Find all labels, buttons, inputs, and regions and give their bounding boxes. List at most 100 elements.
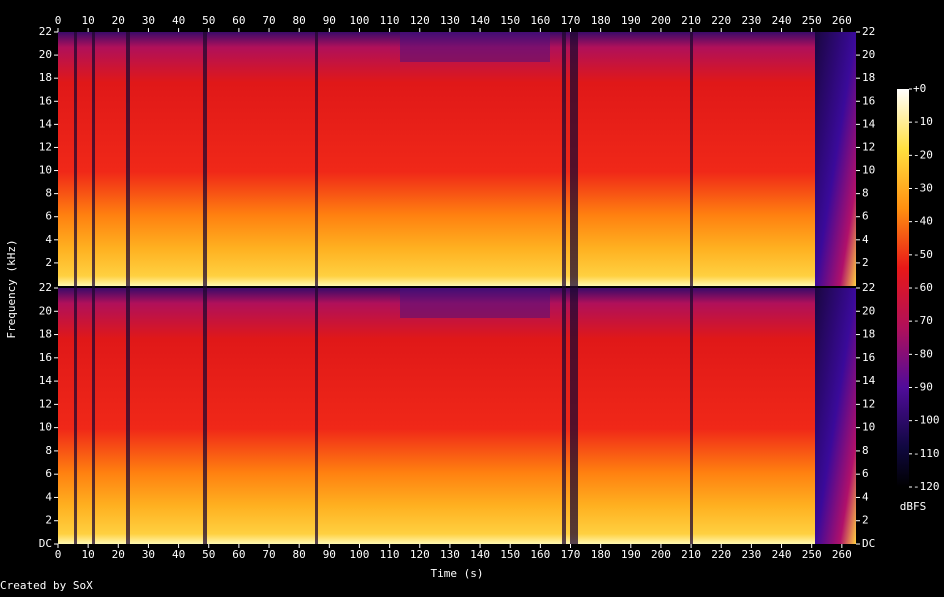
x-tick-label: 160 bbox=[530, 548, 550, 561]
x-tick-label: 240 bbox=[772, 14, 792, 27]
y-tick-label: 16 bbox=[39, 351, 52, 364]
spectrogram-panels bbox=[58, 32, 856, 544]
y-tick-label: 4 bbox=[45, 233, 52, 246]
colorbar-tick-label: -20 bbox=[913, 148, 933, 161]
x-tick-label: 250 bbox=[802, 548, 822, 561]
colorbar-tick-label: -110 bbox=[913, 447, 940, 460]
y-tick-label: 20 bbox=[39, 304, 52, 317]
colorbar-tick-label: -100 bbox=[913, 414, 940, 427]
y-tick-label: 22 bbox=[39, 25, 52, 38]
y-tick-label: DC bbox=[39, 537, 52, 550]
y-tick-label: 18 bbox=[862, 328, 875, 341]
x-tick-label: 120 bbox=[410, 548, 430, 561]
x-tick-label: 210 bbox=[681, 548, 701, 561]
y-tick-label: 20 bbox=[862, 48, 875, 61]
x-tick-label: 170 bbox=[561, 14, 581, 27]
y-tick-label: 12 bbox=[862, 397, 875, 410]
y-tick-label: 4 bbox=[862, 490, 869, 503]
y-tick-label: 6 bbox=[45, 210, 52, 223]
x-tick-label: 260 bbox=[832, 548, 852, 561]
x-tick-label: 110 bbox=[380, 14, 400, 27]
x-tick-label: 220 bbox=[711, 548, 731, 561]
x-tick-label: 50 bbox=[202, 548, 215, 561]
x-tick-label: 240 bbox=[772, 548, 792, 561]
x-axis-label: Time (s) bbox=[431, 567, 484, 580]
x-tick-label: 110 bbox=[380, 548, 400, 561]
y-tick-label: 18 bbox=[39, 71, 52, 84]
colorbar-tick-label: -90 bbox=[913, 381, 933, 394]
y-tick-label: 22 bbox=[862, 281, 875, 294]
y-tick-label: 2 bbox=[862, 256, 869, 269]
x-tick-label: 130 bbox=[440, 14, 460, 27]
x-tick-label: 210 bbox=[681, 14, 701, 27]
colorbar bbox=[897, 89, 909, 487]
spectrogram-image bbox=[58, 288, 815, 544]
spectrogram-image bbox=[815, 32, 856, 286]
x-tick-label: 50 bbox=[202, 14, 215, 27]
y-tick-label: 22 bbox=[862, 25, 875, 38]
x-tick-label: 40 bbox=[172, 14, 185, 27]
colorbar-tick-label: -120 bbox=[913, 480, 940, 493]
x-tick-label: 160 bbox=[530, 14, 550, 27]
y-tick-label: 20 bbox=[39, 48, 52, 61]
colorbar-tick-label: -60 bbox=[913, 281, 933, 294]
y-tick-label: 10 bbox=[862, 421, 875, 434]
y-tick-label: 8 bbox=[45, 187, 52, 200]
y-tick-label: 16 bbox=[862, 351, 875, 364]
y-tick-label: 12 bbox=[39, 140, 52, 153]
colorbar-tick-label: -80 bbox=[913, 347, 933, 360]
y-tick-label: 2 bbox=[45, 256, 52, 269]
x-tick-label: 80 bbox=[293, 548, 306, 561]
x-tick-label: 70 bbox=[262, 548, 275, 561]
x-tick-label: 180 bbox=[591, 14, 611, 27]
x-tick-label: 100 bbox=[350, 548, 370, 561]
x-tick-label: 180 bbox=[591, 548, 611, 561]
x-tick-label: 150 bbox=[500, 548, 520, 561]
y-tick-label: 8 bbox=[45, 444, 52, 457]
spectrogram-image bbox=[815, 288, 856, 544]
y-tick-label: 6 bbox=[862, 467, 869, 480]
y-tick-label: 10 bbox=[39, 421, 52, 434]
x-tick-label: 250 bbox=[802, 14, 822, 27]
x-tick-label: 130 bbox=[440, 548, 460, 561]
y-tick-label: 2 bbox=[45, 514, 52, 527]
colorbar-tick-label: -50 bbox=[913, 248, 933, 261]
colorbar-tick-label: -30 bbox=[913, 182, 933, 195]
x-tick-label: 140 bbox=[470, 14, 490, 27]
x-tick-label: 260 bbox=[832, 14, 852, 27]
colorbar-tick-label: -70 bbox=[913, 314, 933, 327]
x-tick-label: 60 bbox=[232, 14, 245, 27]
y-tick-label: 16 bbox=[862, 94, 875, 107]
x-tick-label: 200 bbox=[651, 14, 671, 27]
colorbar-tick-label: -10 bbox=[913, 115, 933, 128]
y-tick-label: 16 bbox=[39, 94, 52, 107]
y-tick-label: 18 bbox=[862, 71, 875, 84]
x-tick-label: 80 bbox=[293, 14, 306, 27]
x-tick-label: 140 bbox=[470, 548, 490, 561]
x-tick-label: 30 bbox=[142, 14, 155, 27]
y-tick-label: 18 bbox=[39, 328, 52, 341]
y-tick-label: 12 bbox=[39, 397, 52, 410]
y-tick-label: 4 bbox=[45, 490, 52, 503]
x-tick-label: 40 bbox=[172, 548, 185, 561]
x-tick-label: 30 bbox=[142, 548, 155, 561]
y-axis-label: Frequency (kHz) bbox=[5, 239, 18, 338]
x-tick-label: 0 bbox=[55, 548, 62, 561]
y-tick-label: 8 bbox=[862, 187, 869, 200]
x-tick-label: 20 bbox=[112, 14, 125, 27]
x-tick-label: 100 bbox=[350, 14, 370, 27]
x-tick-label: 0 bbox=[55, 14, 62, 27]
y-tick-label: 20 bbox=[862, 304, 875, 317]
x-tick-label: 220 bbox=[711, 14, 731, 27]
y-tick-label: 10 bbox=[39, 164, 52, 177]
spectrogram-image bbox=[58, 32, 815, 286]
x-tick-label: 10 bbox=[82, 14, 95, 27]
y-tick-label: 14 bbox=[39, 117, 53, 130]
y-tick-label: 2 bbox=[862, 514, 869, 527]
x-tick-label: 20 bbox=[112, 548, 125, 561]
quiet-stripes bbox=[74, 32, 693, 544]
x-tick-label: 10 bbox=[82, 548, 95, 561]
x-tick-label: 170 bbox=[561, 548, 581, 561]
x-tick-label: 90 bbox=[323, 548, 336, 561]
lighter-section bbox=[400, 32, 550, 318]
